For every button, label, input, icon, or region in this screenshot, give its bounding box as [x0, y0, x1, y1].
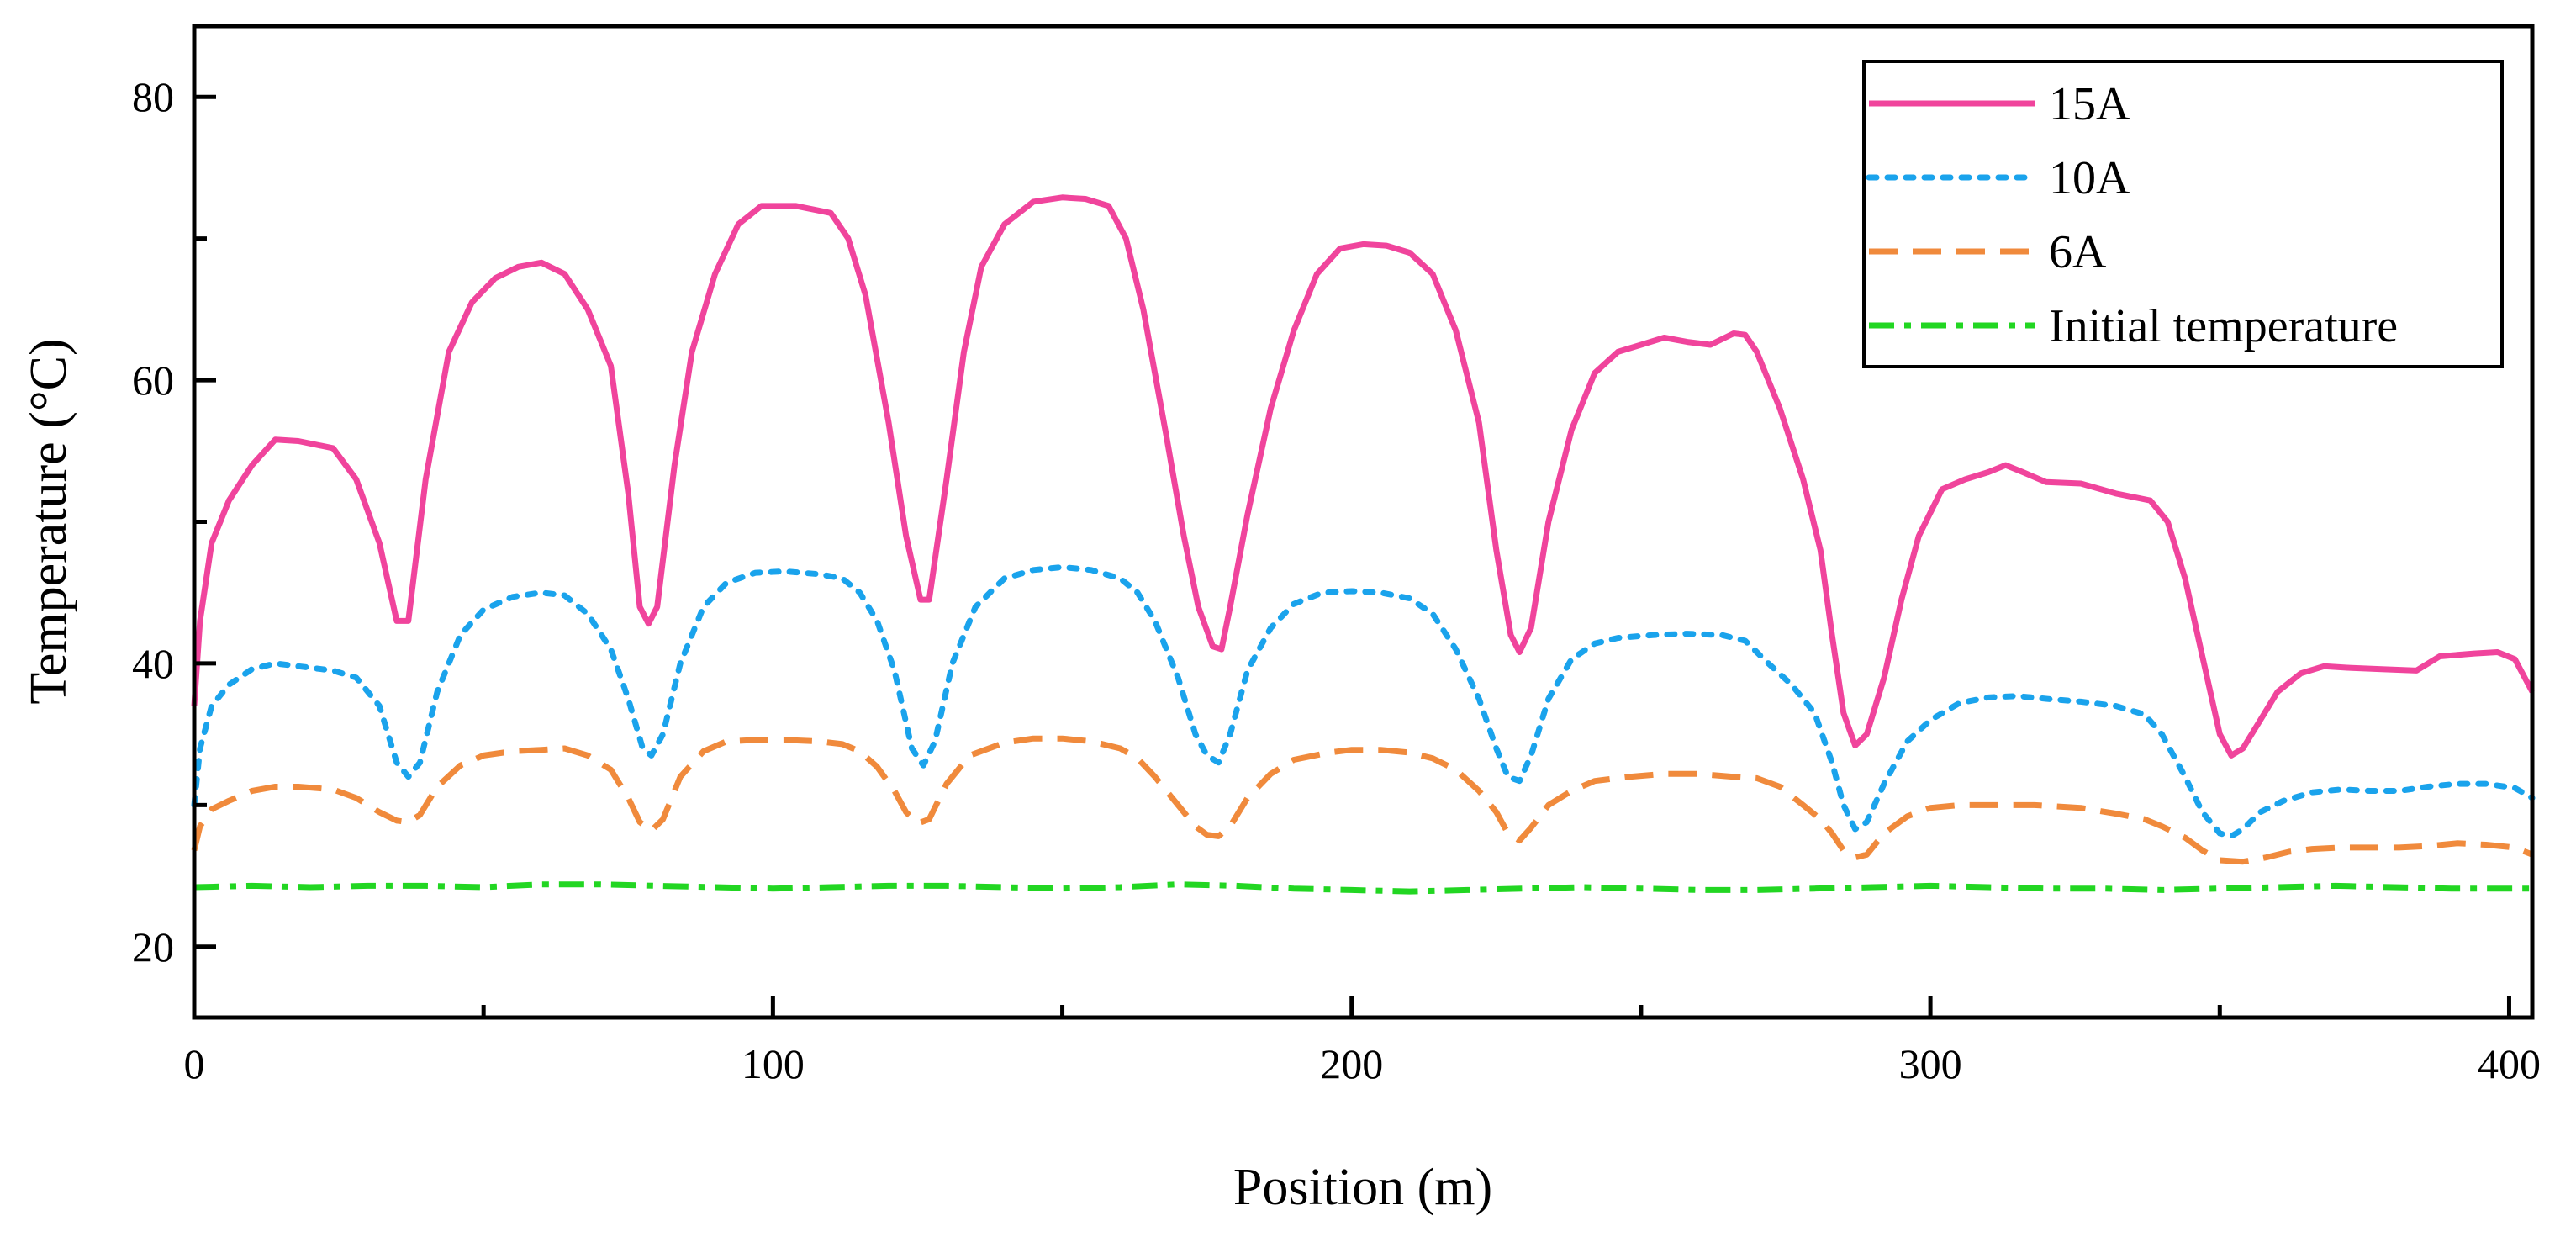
y-tick-label: 80 [132, 73, 174, 120]
legend-label-0: 15A [2049, 78, 2130, 130]
x-tick-label: 300 [1899, 1040, 1962, 1087]
y-axis: 20 40 60 80 [132, 73, 216, 970]
series-line-2 [191, 735, 2534, 865]
legend-label-3: Initial temperature [2049, 300, 2398, 352]
x-tick-label: 0 [184, 1040, 205, 1087]
series-line-3 [193, 881, 2532, 895]
y-axis-title: Temperature (°C) [20, 338, 77, 704]
x-tick-label: 200 [1320, 1040, 1383, 1087]
y-tick-label: 60 [132, 357, 174, 404]
legend: 15A 10A 6A Initial temperature [1862, 60, 2504, 368]
series-line-0 [191, 194, 2536, 759]
x-tick-label: 100 [742, 1040, 805, 1087]
series-layer [191, 194, 2536, 895]
x-axis: 0 100 200 300 400 [184, 996, 2541, 1087]
legend-box [1862, 60, 2504, 368]
legend-label-1: 10A [2049, 152, 2130, 204]
series-line-1 [191, 563, 2536, 839]
x-tick-label: 400 [2478, 1040, 2541, 1087]
y-tick-label: 40 [132, 640, 174, 687]
y-tick-label: 20 [132, 923, 174, 970]
x-axis-title: Position (m) [1233, 1159, 1492, 1216]
legend-label-2: 6A [2049, 226, 2107, 278]
